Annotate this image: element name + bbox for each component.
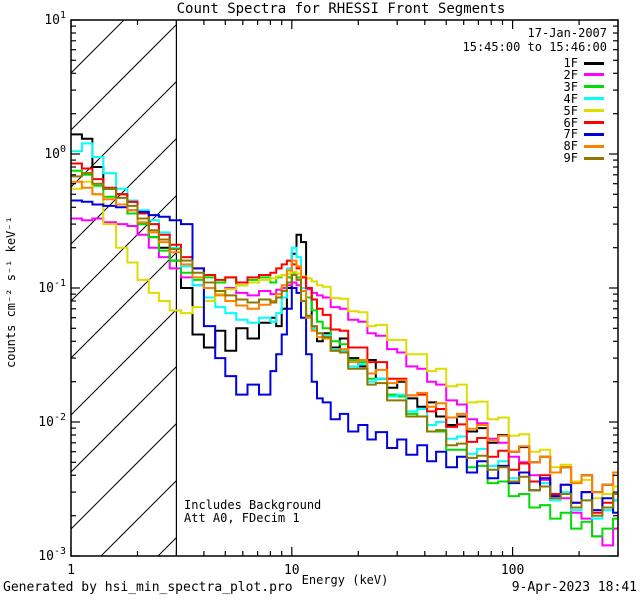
y-tick-label: 100 (44, 144, 66, 162)
x-tick-label: 10 (284, 563, 300, 578)
y-axis-label: counts cm⁻² s⁻¹ keV⁻¹ (4, 216, 18, 368)
spectra-curves (71, 133, 618, 547)
plot-title: Count Spectra for RHESSI Front Segments (176, 1, 506, 17)
x-tick-label: 1 (67, 563, 75, 578)
series-8f (71, 180, 618, 494)
obs-time-range: 15:45:00 to 15:46:00 (462, 40, 608, 54)
series-7f (71, 199, 618, 514)
series-2f (71, 217, 618, 547)
series-9f (71, 172, 618, 517)
plot-timestamp: 9-Apr-2023 18:41 (511, 580, 637, 595)
annotation-includes-background: Includes Background (184, 498, 322, 512)
hatch-region (71, 20, 177, 556)
series-1f (71, 133, 618, 502)
series-6f (71, 162, 618, 514)
x-axis-label: Energy (keV) (301, 573, 389, 587)
x-tick-label: 100 (501, 563, 524, 578)
y-tick-label: 10-3 (38, 546, 66, 564)
generated-by-text: Generated by hsi_min_spectra_plot.pro (3, 580, 293, 595)
annotation-attenuator-state: Att A0, FDecim 1 (184, 511, 300, 525)
axis-ticks (70, 19, 619, 557)
y-tick-label: 10-2 (38, 412, 66, 430)
y-tick-label: 10-1 (38, 278, 66, 296)
obs-date: 17-Jan-2007 (527, 26, 607, 40)
series-3f (71, 169, 618, 538)
series-5f (71, 180, 618, 500)
